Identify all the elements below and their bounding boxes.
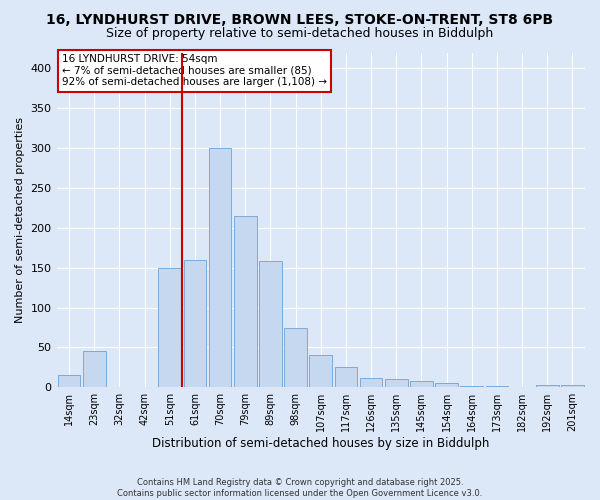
Text: Contains HM Land Registry data © Crown copyright and database right 2025.
Contai: Contains HM Land Registry data © Crown c… (118, 478, 482, 498)
X-axis label: Distribution of semi-detached houses by size in Biddulph: Distribution of semi-detached houses by … (152, 437, 490, 450)
Bar (284, 328, 307, 388)
Bar (385, 380, 407, 388)
Text: 16, LYNDHURST DRIVE, BROWN LEES, STOKE-ON-TRENT, ST8 6PB: 16, LYNDHURST DRIVE, BROWN LEES, STOKE-O… (46, 12, 554, 26)
Bar (310, 356, 332, 388)
Bar (158, 268, 181, 388)
Bar (335, 368, 357, 388)
Bar (83, 352, 106, 388)
Bar (184, 260, 206, 388)
Bar (435, 384, 458, 388)
Bar (259, 262, 282, 388)
Bar (209, 148, 232, 388)
Bar (58, 376, 80, 388)
Y-axis label: Number of semi-detached properties: Number of semi-detached properties (15, 117, 25, 323)
Bar (536, 385, 559, 388)
Bar (485, 386, 508, 388)
Bar (460, 386, 483, 388)
Bar (410, 381, 433, 388)
Bar (234, 216, 257, 388)
Text: 16 LYNDHURST DRIVE: 54sqm
← 7% of semi-detached houses are smaller (85)
92% of s: 16 LYNDHURST DRIVE: 54sqm ← 7% of semi-d… (62, 54, 327, 88)
Bar (360, 378, 382, 388)
Bar (561, 385, 584, 388)
Text: Size of property relative to semi-detached houses in Biddulph: Size of property relative to semi-detach… (106, 28, 494, 40)
